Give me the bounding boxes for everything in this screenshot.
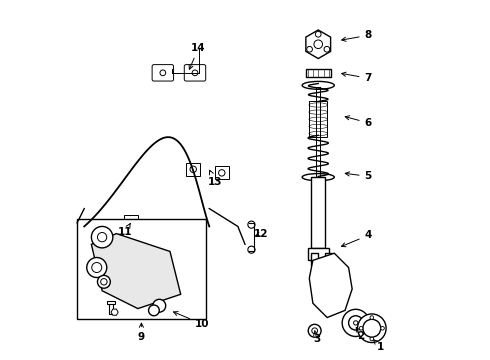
Circle shape (92, 226, 113, 248)
Text: 11: 11 (118, 224, 133, 237)
Polygon shape (111, 309, 118, 315)
Ellipse shape (302, 81, 334, 89)
Bar (308, 248, 329, 260)
Circle shape (324, 46, 330, 52)
Circle shape (100, 279, 107, 285)
Bar (306, 68, 331, 77)
Circle shape (358, 314, 386, 342)
Bar (109, 303, 113, 314)
Circle shape (87, 257, 107, 278)
Bar (186, 163, 200, 176)
Circle shape (314, 40, 322, 49)
Text: 14: 14 (189, 43, 206, 69)
Circle shape (190, 166, 196, 172)
Text: 1: 1 (374, 340, 384, 352)
Polygon shape (309, 253, 352, 318)
Circle shape (192, 70, 198, 76)
Text: 6: 6 (345, 116, 372, 128)
Bar (311, 177, 325, 248)
FancyBboxPatch shape (184, 64, 206, 81)
Bar (77, 219, 206, 319)
Text: 8: 8 (342, 30, 372, 41)
Circle shape (370, 337, 373, 341)
Text: 3: 3 (313, 331, 320, 344)
Circle shape (160, 70, 166, 76)
Circle shape (316, 31, 321, 37)
Circle shape (92, 262, 102, 273)
Text: 4: 4 (342, 230, 372, 247)
Circle shape (308, 324, 321, 337)
Bar (123, 215, 138, 223)
Circle shape (219, 170, 225, 176)
Text: 9: 9 (138, 323, 145, 342)
Text: 10: 10 (173, 312, 209, 329)
Ellipse shape (302, 174, 334, 181)
Circle shape (98, 275, 110, 288)
Circle shape (370, 316, 373, 319)
Circle shape (354, 321, 358, 325)
Bar (311, 253, 318, 266)
Circle shape (248, 221, 255, 228)
Bar (309, 102, 327, 137)
FancyBboxPatch shape (152, 64, 173, 81)
Circle shape (248, 246, 255, 253)
Circle shape (381, 327, 384, 330)
Circle shape (148, 305, 159, 316)
Circle shape (348, 316, 363, 330)
Circle shape (312, 328, 318, 334)
Text: 7: 7 (342, 72, 372, 83)
Bar (325, 253, 332, 266)
Text: 13: 13 (207, 170, 222, 187)
Polygon shape (306, 30, 331, 59)
Circle shape (153, 299, 166, 312)
Text: 5: 5 (345, 171, 372, 181)
Bar (215, 166, 229, 179)
Circle shape (342, 309, 369, 337)
Circle shape (359, 327, 363, 330)
Bar (107, 301, 115, 304)
Polygon shape (92, 234, 181, 309)
Circle shape (98, 233, 107, 242)
Text: 12: 12 (254, 229, 269, 239)
Text: 2: 2 (356, 327, 365, 342)
Circle shape (363, 319, 381, 337)
Circle shape (307, 46, 313, 52)
